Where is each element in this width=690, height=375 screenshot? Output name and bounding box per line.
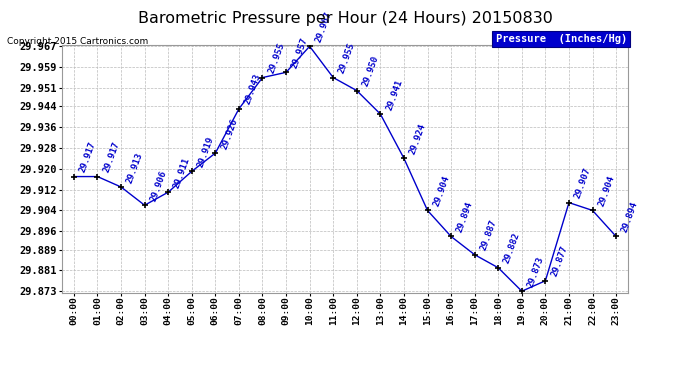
Text: 29.919: 29.919 <box>196 135 215 169</box>
Text: 29.917: 29.917 <box>101 140 121 174</box>
Text: 29.887: 29.887 <box>479 219 498 252</box>
Text: 29.950: 29.950 <box>361 54 380 88</box>
Text: 29.913: 29.913 <box>125 151 145 184</box>
Text: 29.957: 29.957 <box>290 36 310 70</box>
Text: 29.907: 29.907 <box>573 166 593 200</box>
Text: 29.943: 29.943 <box>243 73 263 106</box>
Text: 29.967: 29.967 <box>314 10 333 44</box>
Text: 29.941: 29.941 <box>384 78 404 111</box>
Text: 29.904: 29.904 <box>432 174 451 208</box>
Text: 29.904: 29.904 <box>597 174 616 208</box>
Text: Barometric Pressure per Hour (24 Hours) 20150830: Barometric Pressure per Hour (24 Hours) … <box>137 11 553 26</box>
Text: Copyright 2015 Cartronics.com: Copyright 2015 Cartronics.com <box>7 38 148 46</box>
Text: 29.882: 29.882 <box>502 232 522 265</box>
Text: 29.924: 29.924 <box>408 122 428 156</box>
Text: 29.917: 29.917 <box>78 140 97 174</box>
Text: 29.955: 29.955 <box>266 41 286 75</box>
Text: 29.894: 29.894 <box>620 200 640 234</box>
Text: 29.911: 29.911 <box>172 156 192 189</box>
Text: 29.906: 29.906 <box>149 169 168 202</box>
Text: 29.926: 29.926 <box>219 117 239 150</box>
Text: 29.955: 29.955 <box>337 41 357 75</box>
Text: Pressure  (Inches/Hg): Pressure (Inches/Hg) <box>495 34 627 44</box>
Text: 29.894: 29.894 <box>455 200 475 234</box>
Text: 29.873: 29.873 <box>526 255 546 288</box>
Text: 29.877: 29.877 <box>549 244 569 278</box>
